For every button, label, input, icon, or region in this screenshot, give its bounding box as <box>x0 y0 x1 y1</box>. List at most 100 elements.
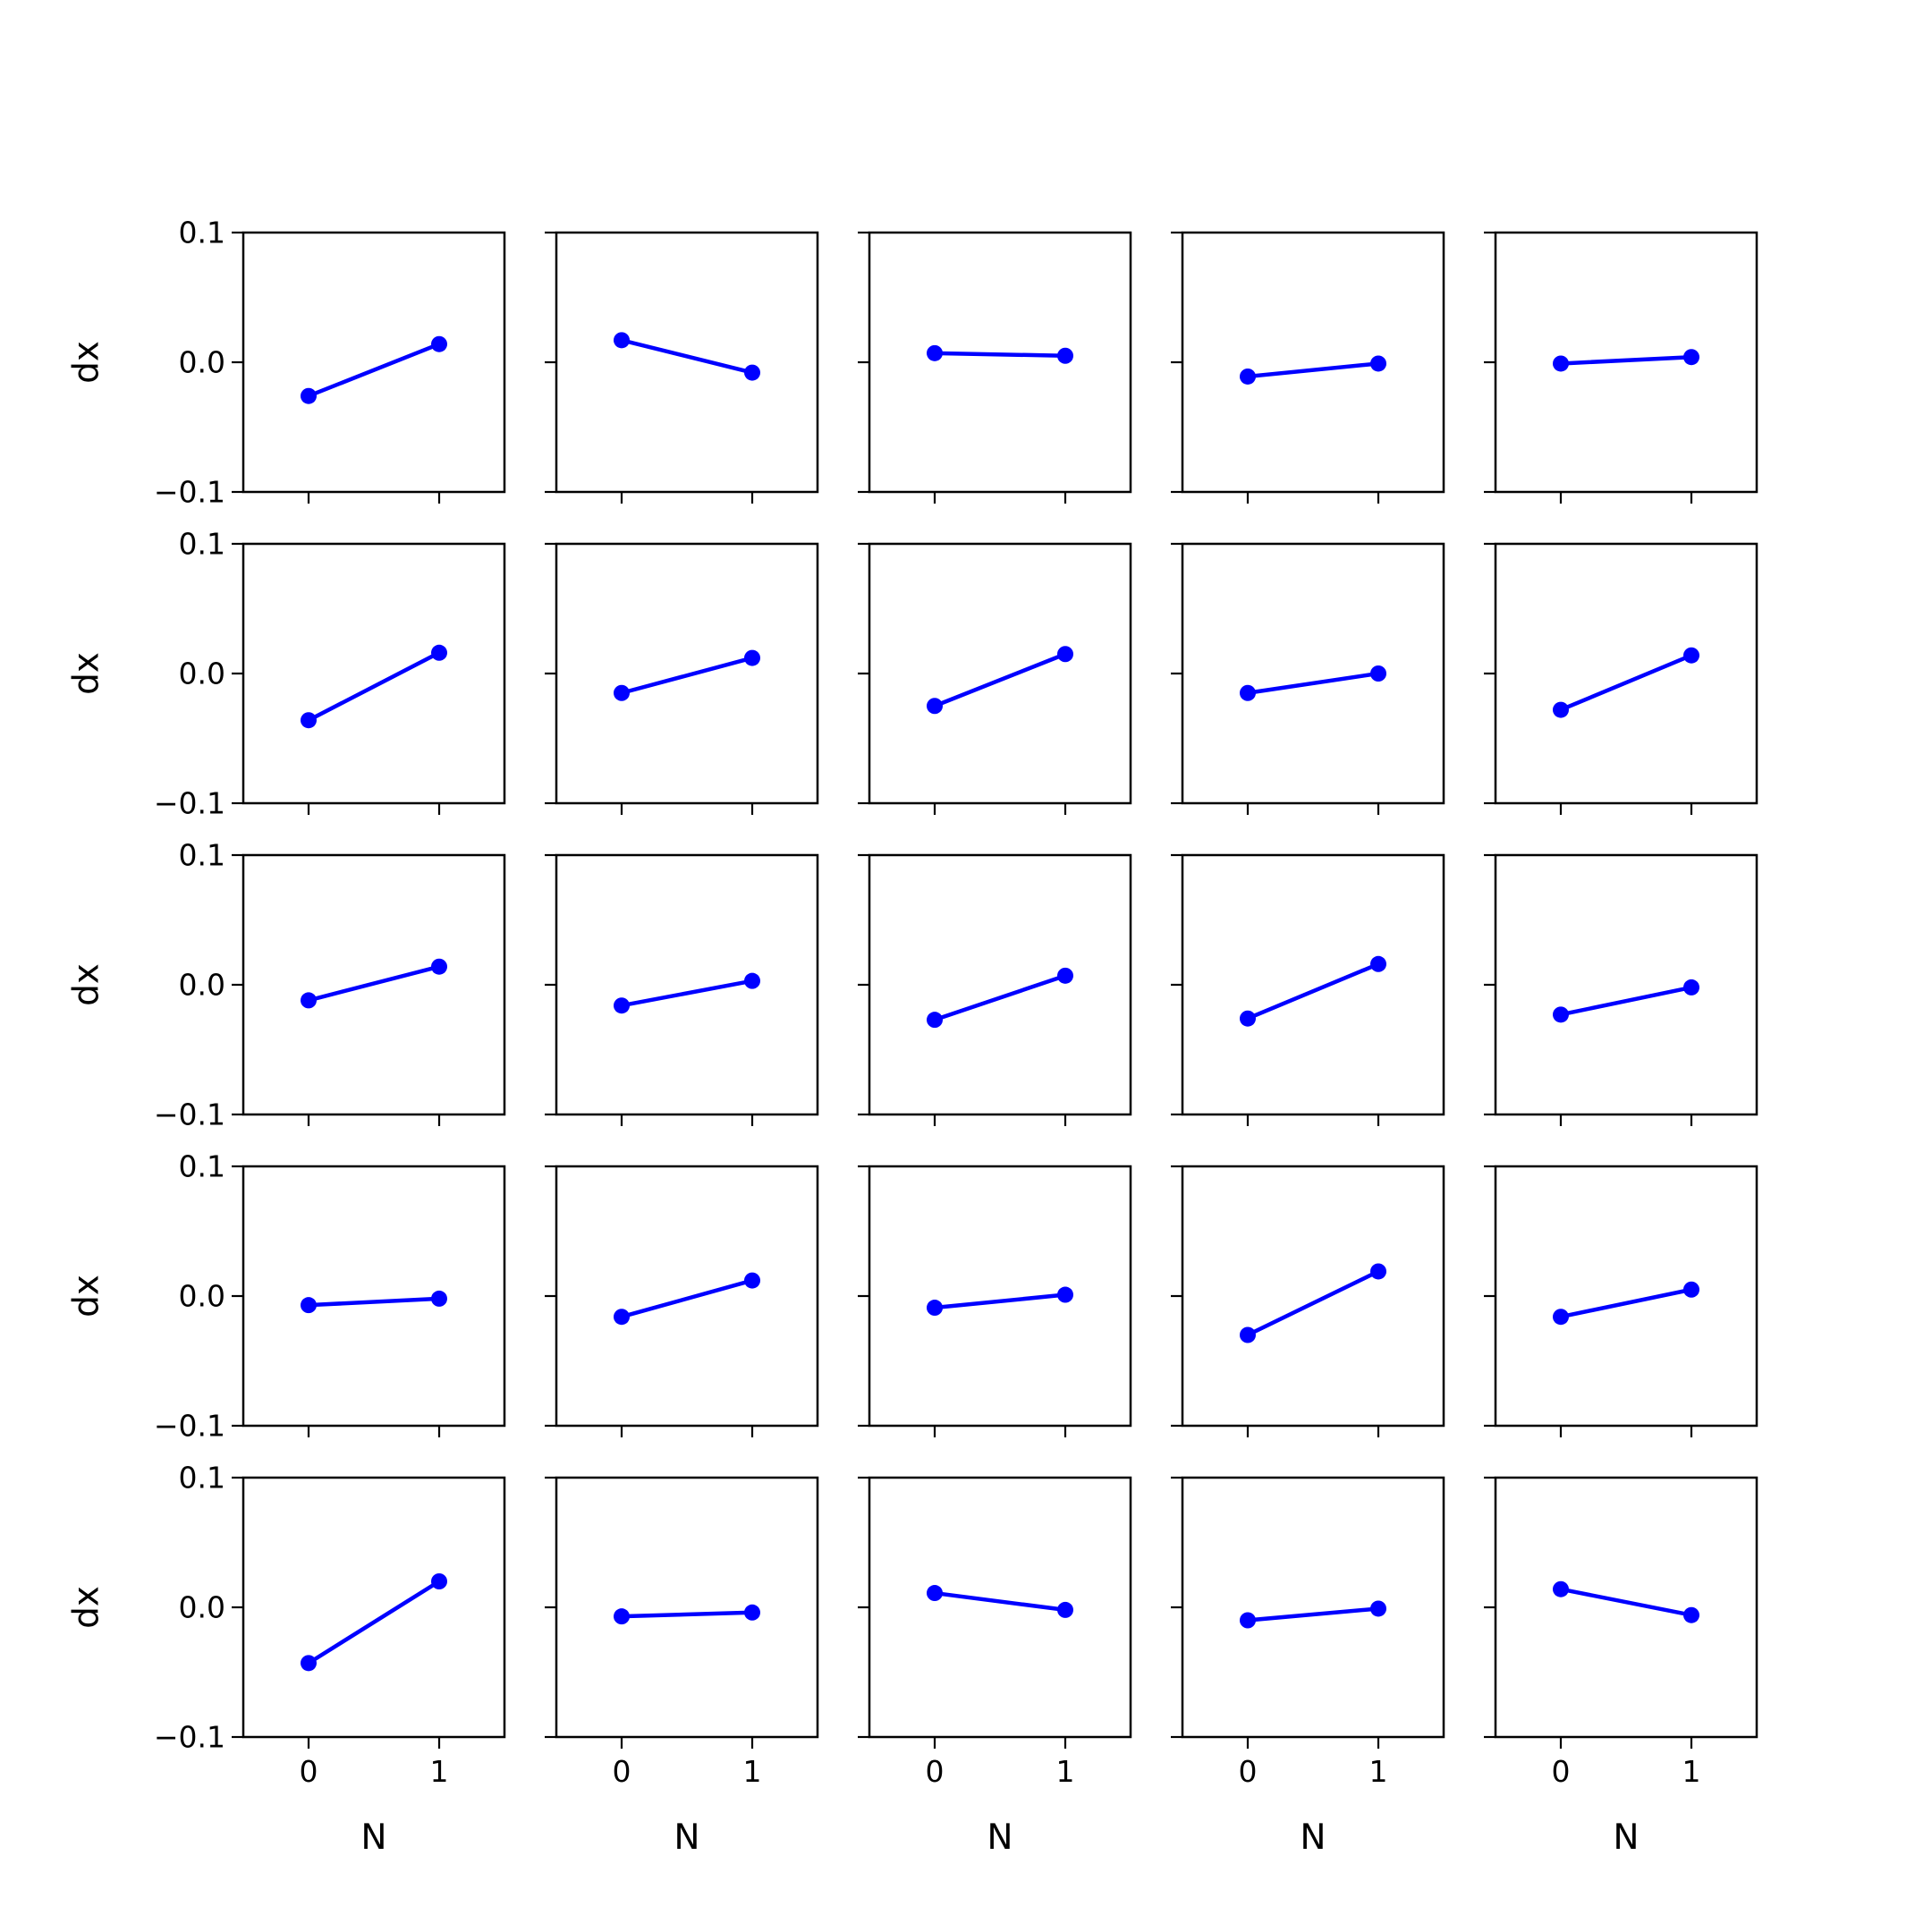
series-line <box>1245 1606 1381 1623</box>
data-point <box>1240 1326 1256 1343</box>
data-point <box>1683 349 1699 366</box>
subplot-r5-c3: 0 1 N <box>858 1476 1132 1858</box>
data-point <box>614 997 630 1014</box>
subplot-r2-c5 <box>1484 542 1758 815</box>
y-axis-label: dx <box>67 1275 107 1318</box>
x-axis-label: N <box>1300 1818 1326 1858</box>
subplot-r3-c3 <box>858 853 1132 1126</box>
series-line <box>1558 1587 1694 1617</box>
series-line <box>306 342 442 398</box>
y-tick-label: 0.0 <box>179 345 225 380</box>
x-axis-label: N <box>1613 1818 1639 1858</box>
data-point <box>301 1297 317 1314</box>
data-point <box>1057 646 1073 663</box>
subplot-r4-c3 <box>858 1165 1132 1437</box>
data-point <box>1553 1309 1569 1326</box>
subplot-r5-c2: 0 1 N <box>545 1476 819 1858</box>
subplot-r1-c5 <box>1484 231 1758 504</box>
y-axis-label: dx <box>67 341 107 384</box>
y-tick-label: 0.1 <box>179 838 225 873</box>
series-line <box>1245 671 1381 695</box>
data-point <box>744 364 760 381</box>
data-point <box>744 1604 760 1621</box>
y-tick-label: 0.0 <box>179 968 225 1003</box>
data-point <box>1370 1263 1386 1280</box>
subplot-r4-c4 <box>1171 1165 1445 1437</box>
x-tick-label: 1 <box>430 1754 449 1789</box>
y-tick-label: −0.1 <box>154 475 225 510</box>
data-point <box>1370 1600 1386 1617</box>
y-tick-label: −0.1 <box>154 786 225 821</box>
data-point <box>744 1272 760 1289</box>
subplot-r2-c4 <box>1171 542 1445 815</box>
data-point <box>431 1290 447 1307</box>
subplot-r1-c1: −0.1 0.0 0.1 dx <box>67 216 506 510</box>
data-point <box>1240 1010 1256 1027</box>
series-line <box>619 979 755 1008</box>
x-tick-label: 0 <box>300 1754 318 1789</box>
data-point <box>1240 684 1256 701</box>
data-point <box>1370 955 1386 972</box>
data-point <box>927 698 943 715</box>
data-point <box>927 1585 943 1602</box>
data-point <box>301 387 317 404</box>
series-line <box>932 973 1068 1022</box>
y-axis-label: dx <box>67 652 107 695</box>
subplot-r3-c5 <box>1484 853 1758 1126</box>
series-line <box>1558 985 1694 1017</box>
series-line <box>932 1292 1068 1310</box>
series-line <box>1245 962 1381 1021</box>
data-point <box>1683 647 1699 664</box>
subplot-r1-c2 <box>545 231 819 504</box>
data-point <box>1057 1601 1073 1618</box>
y-axis-label: dx <box>67 1586 107 1629</box>
data-point <box>1683 979 1699 996</box>
subplot-r3-c4 <box>1171 853 1445 1126</box>
subplot-r1-c4 <box>1171 231 1445 504</box>
data-point <box>614 332 630 349</box>
data-point <box>1553 701 1569 718</box>
series-line <box>619 338 755 375</box>
data-point <box>1057 347 1073 364</box>
data-point <box>1553 1006 1569 1023</box>
data-point <box>1683 1606 1699 1623</box>
data-point <box>744 649 760 666</box>
data-point <box>927 1300 943 1317</box>
x-axis-label: N <box>360 1818 386 1858</box>
x-tick-label: 1 <box>743 1754 762 1789</box>
data-point <box>614 1309 630 1326</box>
y-tick-label: −0.1 <box>154 1097 225 1132</box>
series-line <box>306 1579 442 1665</box>
series-line <box>306 650 442 723</box>
data-point <box>927 1012 943 1029</box>
data-point <box>301 1655 317 1672</box>
subplot-grid: −0.10.00.1dx−0.10.00.1dx−0.10.00.1dx−0.1… <box>67 216 1758 1858</box>
data-point <box>1553 355 1569 372</box>
data-point <box>1553 1580 1569 1597</box>
x-axis-label: N <box>987 1818 1013 1858</box>
subplot-r1-c3 <box>858 231 1132 504</box>
data-point <box>614 684 630 701</box>
data-point <box>1057 967 1073 984</box>
y-tick-label: 0.1 <box>179 1149 225 1184</box>
subplot-r2-c3 <box>858 542 1132 815</box>
subplot-r4-c1: −0.1 0.0 0.1 dx <box>67 1149 506 1444</box>
data-point <box>744 972 760 989</box>
y-tick-label: 0.1 <box>179 216 225 250</box>
x-tick-label: 0 <box>1239 1754 1258 1789</box>
data-point <box>1370 355 1386 372</box>
series-line <box>619 656 755 695</box>
y-tick-label: 0.1 <box>179 1461 225 1496</box>
x-tick-label: 1 <box>1369 1754 1388 1789</box>
series-line <box>619 1278 755 1319</box>
series-line <box>306 1296 442 1308</box>
series-line <box>306 964 442 1003</box>
series-line <box>932 652 1068 708</box>
subplot-r3-c1: −0.1 0.0 0.1 dx <box>67 838 506 1132</box>
data-point <box>1370 665 1386 682</box>
subplot-r5-c1: −0.1 0.0 0.1 0 1 dx N <box>67 1461 506 1858</box>
y-tick-label: 0.0 <box>179 1279 225 1314</box>
series-line <box>1558 653 1694 712</box>
data-point <box>1683 1281 1699 1298</box>
